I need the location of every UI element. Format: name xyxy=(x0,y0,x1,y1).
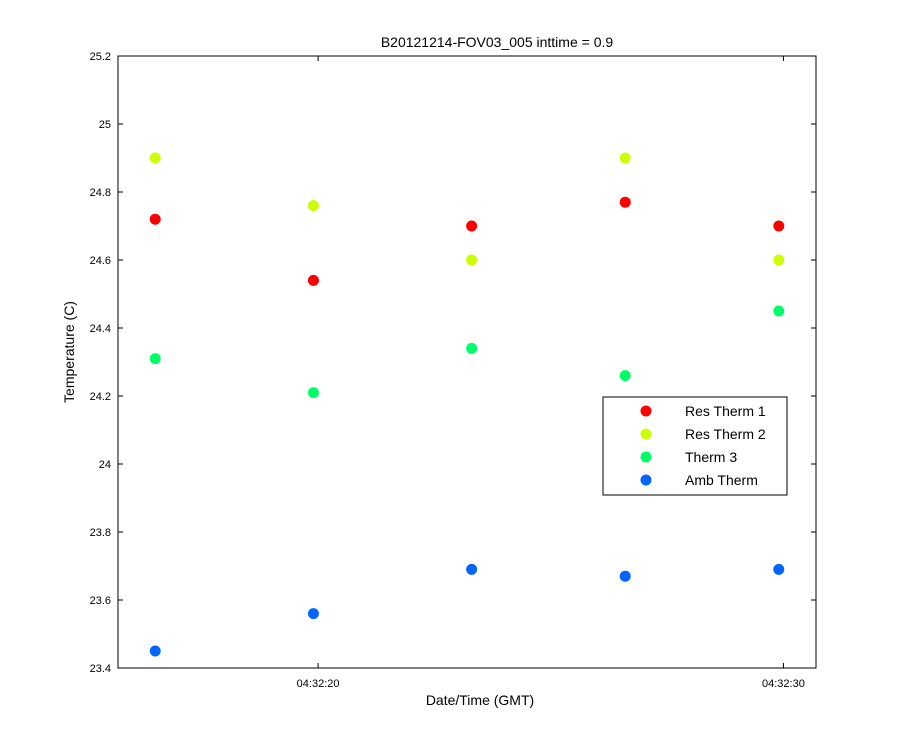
y-tick-label: 25 xyxy=(99,119,111,131)
legend-entry-label: Res Therm 2 xyxy=(685,426,766,442)
data-point xyxy=(619,370,631,382)
data-point xyxy=(773,305,785,317)
data-points xyxy=(149,152,785,657)
y-axis-label: Temperature (C) xyxy=(61,301,77,403)
x-axis-label: Date/Time (GMT) xyxy=(426,692,534,708)
data-point xyxy=(773,254,785,266)
data-point xyxy=(149,152,161,164)
data-point xyxy=(619,570,631,582)
legend: Res Therm 1 Res Therm 2 Therm 3 Amb Therm xyxy=(602,396,788,496)
data-point xyxy=(149,213,161,225)
data-point xyxy=(149,353,161,365)
legend-marker xyxy=(640,474,652,486)
data-point xyxy=(307,200,319,212)
y-tick-label: 23.4 xyxy=(90,663,111,675)
legend-entry-label: Amb Therm xyxy=(685,472,758,488)
y-tick-label: 24.8 xyxy=(90,187,111,199)
data-point xyxy=(149,645,161,657)
y-tick-label: 24 xyxy=(99,459,111,471)
data-point xyxy=(307,608,319,620)
x-axis: 04:32:20 04:32:30 xyxy=(297,56,805,690)
data-point xyxy=(619,196,631,208)
y-axis: 23.4 23.6 23.8 24 24.2 24.4 24.6 24.8 25 25.2 xyxy=(90,51,816,675)
chart-title: B20121214-FOV03_005 inttime = 0.9 xyxy=(381,34,614,50)
plot-area xyxy=(117,55,817,669)
data-point xyxy=(466,342,478,354)
legend-marker xyxy=(640,428,652,440)
legend-box xyxy=(602,396,788,496)
legend-entry-label: Res Therm 1 xyxy=(685,403,766,419)
data-point xyxy=(307,274,319,286)
data-point xyxy=(466,220,478,232)
data-point xyxy=(619,152,631,164)
data-point xyxy=(466,254,478,266)
legend-marker xyxy=(640,405,652,417)
y-tick-label: 24.2 xyxy=(90,391,111,403)
legend-marker xyxy=(640,451,652,463)
x-tick-label: 04:32:30 xyxy=(762,678,805,690)
x-tick-label: 04:32:20 xyxy=(297,678,340,690)
y-tick-label: 23.6 xyxy=(90,595,111,607)
y-tick-label: 23.8 xyxy=(90,527,111,539)
legend-entry-label: Therm 3 xyxy=(685,449,737,465)
data-point xyxy=(773,563,785,575)
data-point xyxy=(773,220,785,232)
y-tick-label: 25.2 xyxy=(90,51,111,63)
data-point xyxy=(307,387,319,399)
y-tick-label: 24.6 xyxy=(90,255,111,267)
data-point xyxy=(466,563,478,575)
y-tick-label: 24.4 xyxy=(90,323,111,335)
